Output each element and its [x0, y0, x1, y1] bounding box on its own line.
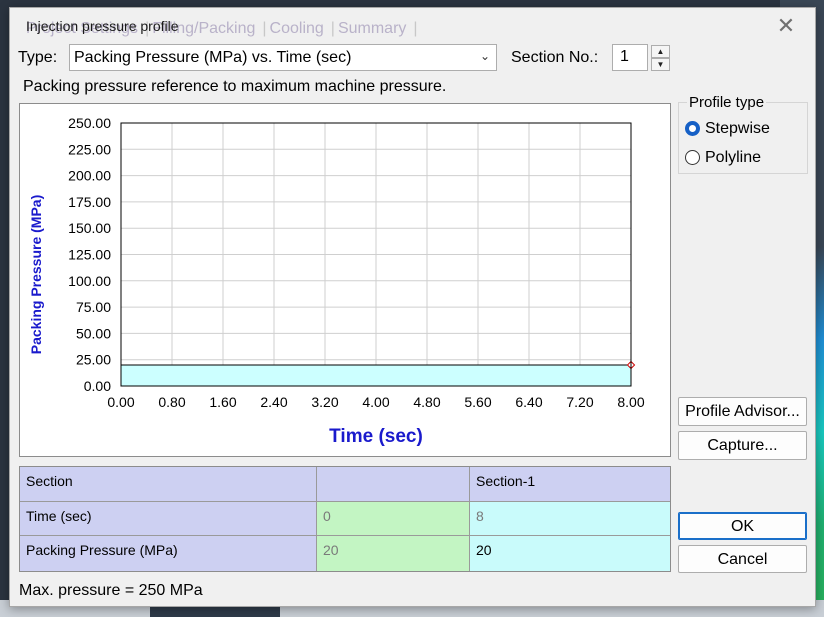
x-tick-label: 0.80 [158, 394, 185, 410]
type-selected-value: Packing Pressure (MPa) vs. Time (sec) [74, 49, 352, 66]
row-label-time: Time (sec) [20, 502, 317, 536]
profile-advisor-button[interactable]: Profile Advisor... [678, 397, 807, 426]
x-tick-label: 1.60 [209, 394, 236, 410]
max-pressure-text: Max. pressure = 250 MPa [19, 582, 203, 599]
note-text: Packing pressure reference to maximum ma… [23, 78, 447, 95]
time-start-cell[interactable]: 0 [317, 502, 470, 536]
y-axis-label: Packing Pressure (MPa) [28, 195, 44, 355]
y-tick-label: 200.00 [68, 168, 111, 184]
type-label: Type: [18, 49, 58, 66]
section-no-label: Section No.: [511, 49, 599, 66]
section-number-input[interactable]: 1 [612, 44, 648, 71]
y-tick-label: 75.00 [76, 299, 111, 315]
stepwise-radio[interactable] [685, 121, 700, 136]
x-tick-label: 7.20 [566, 394, 593, 410]
stepwise-label[interactable]: Stepwise [705, 120, 770, 137]
close-icon[interactable]: ✕ [776, 13, 796, 38]
y-tick-label: 225.00 [68, 141, 111, 157]
y-tick-label: 50.00 [76, 325, 111, 341]
chevron-down-icon: ⌄ [479, 49, 490, 63]
tab-summary: Summary [337, 20, 407, 37]
y-tick-label: 150.00 [68, 220, 111, 236]
x-tick-label: 6.40 [515, 394, 542, 410]
type-dropdown[interactable]: Packing Pressure (MPa) vs. Time (sec) ⌄ [69, 44, 497, 71]
y-tick-label: 25.00 [76, 352, 111, 368]
spin-down-icon[interactable]: ▼ [651, 58, 670, 71]
y-tick-label: 250.00 [68, 115, 111, 131]
y-tick-label: 0.00 [84, 378, 111, 394]
polyline-radio[interactable] [685, 150, 700, 165]
series-area [121, 364, 631, 386]
background-tabs: Project Settings | Filling/Packing | Cooling… [26, 20, 418, 37]
tab-project-settings: Project Settings [26, 20, 139, 37]
table-header-section: Section [20, 467, 317, 502]
pressure-section-1-cell[interactable]: 20 [470, 536, 670, 571]
time-section-1-cell[interactable]: 8 [470, 502, 670, 536]
pressure-start-cell[interactable]: 20 [317, 536, 470, 571]
y-tick-label: 175.00 [68, 194, 111, 210]
dialog-title: Injection pressure profile [26, 18, 179, 34]
x-tick-label: 4.00 [362, 394, 389, 410]
chart-svg: 0.00 25.00 50.00 75.00 100.00 125.00 150.00 175… [28, 115, 645, 447]
y-tick-label: 100.00 [68, 273, 111, 289]
tab-filling-packing: Filling/Packing [152, 20, 256, 37]
table-header-blank [317, 467, 470, 502]
pressure-chart: 0.00 25.00 50.00 75.00 100.00 125.00 150.00 175… [19, 103, 671, 457]
polyline-label[interactable]: Polyline [705, 149, 762, 166]
table-header-section-1: Section-1 [470, 467, 670, 502]
x-tick-label: 2.40 [260, 394, 287, 410]
profile-type-title: Profile type [687, 94, 767, 111]
title-bar: Project Settings | Filling/Packing | Cooling… [10, 8, 815, 44]
injection-pressure-profile-dialog: Project Settings | Filling/Packing | Cooling… [9, 7, 816, 607]
row-label-pressure: Packing Pressure (MPa) [20, 536, 317, 571]
spin-up-icon[interactable]: ▲ [651, 45, 670, 58]
tab-cooling: Cooling [269, 20, 324, 37]
capture-button[interactable]: Capture... [678, 431, 807, 460]
y-tick-label: 125.00 [68, 247, 111, 263]
ok-button[interactable]: OK [678, 512, 807, 540]
x-tick-label: 3.20 [311, 394, 338, 410]
x-tick-label: 4.80 [413, 394, 440, 410]
x-tick-label: 0.00 [107, 394, 134, 410]
x-tick-label: 5.60 [464, 394, 491, 410]
x-tick-label: 8.00 [617, 394, 644, 410]
plot-border [120, 122, 632, 387]
x-axis-label: Time (sec) [329, 426, 423, 447]
section-table: Section Section-1 Time (sec) 0 8 Packing… [19, 466, 671, 572]
cancel-button[interactable]: Cancel [678, 545, 807, 573]
